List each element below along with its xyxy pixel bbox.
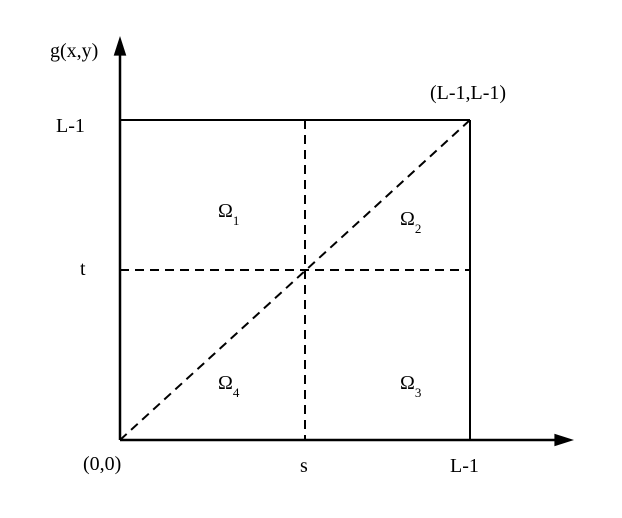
x-tick-s-label: s bbox=[300, 455, 308, 478]
diagram-canvas bbox=[0, 0, 622, 518]
region-omega3-label: Ω3 bbox=[400, 372, 421, 398]
origin-label: (0,0) bbox=[83, 453, 121, 476]
y-tick-top-label: L-1 bbox=[56, 115, 85, 138]
corner-top-right-label: (L-1,L-1) bbox=[430, 82, 506, 105]
y-axis-title: g(x,y) bbox=[50, 40, 98, 63]
region-omega1-label: Ω1 bbox=[218, 200, 239, 226]
region-omega4-label: Ω4 bbox=[218, 372, 239, 398]
region-omega2-label: Ω2 bbox=[400, 208, 421, 234]
x-tick-right-label: L-1 bbox=[450, 455, 479, 478]
y-tick-t-label: t bbox=[80, 258, 86, 281]
